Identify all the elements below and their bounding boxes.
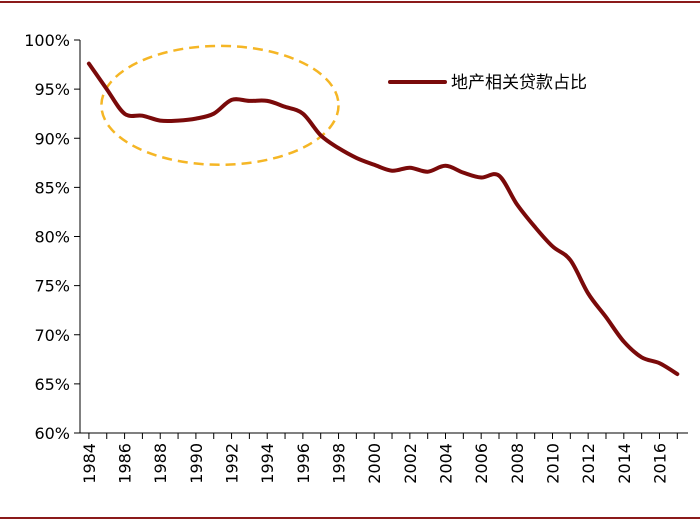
- x-tick-label: 1984: [80, 443, 99, 484]
- x-tick-label: 2002: [401, 443, 420, 484]
- y-tick-label: 70%: [34, 326, 70, 345]
- legend-label: 地产相关贷款占比: [451, 73, 587, 93]
- x-tick-label: 1986: [116, 443, 135, 484]
- y-tick-label: 65%: [34, 375, 70, 394]
- x-tick-label: 1990: [187, 443, 206, 484]
- y-tick-label: 90%: [34, 129, 70, 148]
- x-tick-label: 2006: [472, 443, 491, 484]
- y-tick-label: 75%: [34, 277, 70, 296]
- annotations: [100, 44, 340, 167]
- y-tick-label: 80%: [34, 228, 70, 247]
- x-tick-label: 1988: [151, 443, 170, 484]
- highlight-ellipse: [100, 44, 340, 167]
- x-tick-label: 2016: [650, 443, 669, 484]
- y-tick-label: 100%: [24, 31, 70, 50]
- y-tick-label: 95%: [34, 80, 70, 99]
- x-tick-label: 2010: [543, 443, 562, 484]
- x-tick-label: 2012: [579, 443, 598, 484]
- y-tick-label: 85%: [34, 178, 70, 197]
- x-tick-label: 1996: [294, 443, 313, 484]
- x-tick-label: 2000: [365, 443, 384, 484]
- series-line: [86, 61, 680, 377]
- y-axis: 60% 65% 70% 75% 80% 85% 90% 95% 100%: [24, 31, 81, 443]
- x-tick-label: 2008: [508, 443, 527, 484]
- x-axis: 1984 1986 1988 1990 1992 1994 1996 1998 2000 2002…: [80, 432, 688, 484]
- x-tick-label: 2014: [615, 443, 634, 484]
- legend: 地产相关贷款占比: [388, 73, 587, 93]
- y-tick-label: 60%: [34, 424, 70, 443]
- x-tick-label: 1992: [223, 443, 242, 484]
- x-tick-label: 1998: [330, 443, 349, 484]
- series: [86, 61, 680, 377]
- x-tick-label: 1994: [258, 443, 277, 484]
- x-tick-label: 2004: [437, 443, 456, 484]
